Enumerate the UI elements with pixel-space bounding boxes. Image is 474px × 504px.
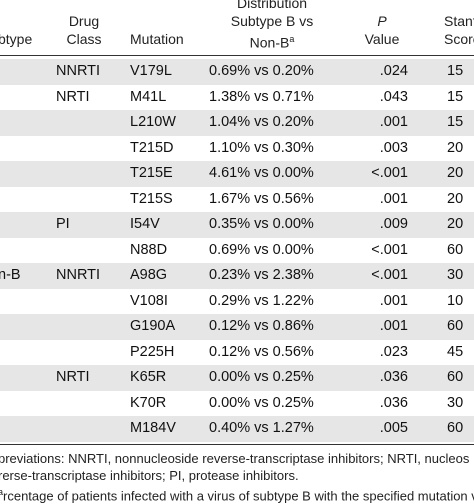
p-value-cell: .024 [379,63,408,79]
score-cell: 60 [447,241,464,258]
footnote-abbreviations: previations: NNRTI, nonnucleoside revers… [0,450,470,466]
distribution-cell: 0.12% vs 0.56% [209,343,314,360]
mutation-cell: M41L [130,88,167,105]
score-cell: 15 [447,63,464,79]
p-value-cell: <.001 [371,267,408,283]
mutation-cell: K70R [130,394,167,411]
drug-class-cell: PI [56,216,70,232]
mutation-cell: G190A [130,318,176,334]
row-band [0,212,474,238]
subtype-cell: n-B [0,267,21,283]
p-value-cell: .036 [379,394,408,411]
header-score: Stanfo Score [444,12,474,48]
mutation-cell: M184V [130,420,176,436]
footnote-abbreviations-cont: rerse-transcriptase inhibitors; PI, prot… [0,467,299,483]
header-subtype: btype [0,31,33,47]
mutation-cell: T215E [130,165,173,181]
header-distribution: Distribution Subtype B vs Non-Ba [204,0,340,52]
score-cell: 30 [447,267,464,283]
distribution-cell: 0.35% vs 0.00% [209,216,314,232]
header-distribution-line1: Distribution [236,0,308,11]
score-cell: 20 [447,216,464,232]
header-score-line2: Score [444,31,474,47]
header-mutation: Mutation [130,31,184,47]
distribution-cell: 4.61% vs 0.00% [209,165,314,181]
row-band [0,365,474,391]
header-drug-class: Drug Class [60,12,108,48]
distribution-cell: 1.10% vs 0.30% [209,139,314,156]
distribution-cell: 0.00% vs 0.25% [209,394,314,411]
distribution-cell: 0.12% vs 0.86% [209,318,314,334]
score-cell: 60 [447,318,464,334]
distribution-cell: 1.67% vs 0.56% [209,190,314,207]
footnote-marker-a: a [289,34,295,44]
score-cell: 10 [447,292,464,309]
p-value-cell: .005 [379,420,408,436]
row-band [0,59,474,85]
p-value-cell: .043 [379,88,408,105]
row-band [0,263,474,289]
p-value-cell: .001 [379,318,408,334]
table-bottom-rule [0,443,474,445]
drug-class-cell: NNRTI [56,267,101,283]
mutation-cell: P225H [130,343,175,360]
row-band [0,314,474,340]
score-cell: 15 [447,88,464,105]
score-cell: 60 [447,420,464,436]
p-value-cell: .001 [379,292,408,309]
header-drug-class-line1: Drug [68,13,100,29]
drug-class-cell: NNRTI [56,63,101,79]
mutation-cell: T215D [130,139,174,156]
p-value-cell: <.001 [371,241,408,258]
header-p-value: P Value [358,12,406,48]
p-value-cell: <.001 [371,165,408,181]
header-drug-class-line2: Class [66,31,102,47]
row-band [0,161,474,187]
header-p-line2: Value [364,31,400,47]
p-value-cell: .036 [379,369,408,385]
drug-class-cell: NRTI [56,88,90,105]
distribution-cell: 0.00% vs 0.25% [209,369,314,385]
row-band [0,416,474,442]
header-score-line1: Stanfo [444,13,474,29]
mutation-cell: A98G [130,267,168,283]
distribution-cell: 0.40% vs 1.27% [209,420,314,436]
drug-class-cell: NRTI [56,369,90,385]
row-band [0,110,474,136]
distribution-cell: 0.69% vs 0.20% [209,63,314,79]
score-cell: 45 [447,343,464,360]
p-value-cell: .001 [379,114,408,130]
mutation-cell: V179L [130,63,172,79]
distribution-cell: 0.69% vs 0.00% [209,241,314,258]
header-p-line1: P [377,13,387,29]
score-cell: 20 [447,165,464,181]
header-distribution-line3-text: Non-B [249,34,290,51]
p-value-cell: .001 [379,190,408,207]
score-cell: 20 [447,139,464,156]
mutation-cell: K65R [130,369,167,385]
distribution-cell: 0.23% vs 2.38% [209,267,314,283]
p-value-cell: .023 [379,343,408,360]
score-cell: 20 [447,190,464,207]
header-distribution-line3: Non-Ba [204,30,340,52]
distribution-cell: 1.04% vs 0.20% [209,114,314,130]
footnote-a: arcentage of patients infected with a vi… [0,486,474,503]
header-rule [0,55,474,56]
mutation-cell: I54V [130,216,160,232]
p-value-cell: .009 [379,216,408,232]
p-value-cell: .003 [379,139,408,156]
mutation-cell: L210W [130,114,176,130]
score-cell: 60 [447,369,464,385]
mutation-cell: V108I [130,292,168,309]
score-cell: 15 [447,114,464,130]
score-cell: 30 [447,394,464,411]
mutation-cell: N88D [130,241,168,258]
mutation-cell: T215S [130,190,173,207]
header-distribution-line2: Subtype B vs [230,13,314,29]
distribution-cell: 1.38% vs 0.71% [209,88,314,105]
distribution-cell: 0.29% vs 1.22% [209,292,314,309]
